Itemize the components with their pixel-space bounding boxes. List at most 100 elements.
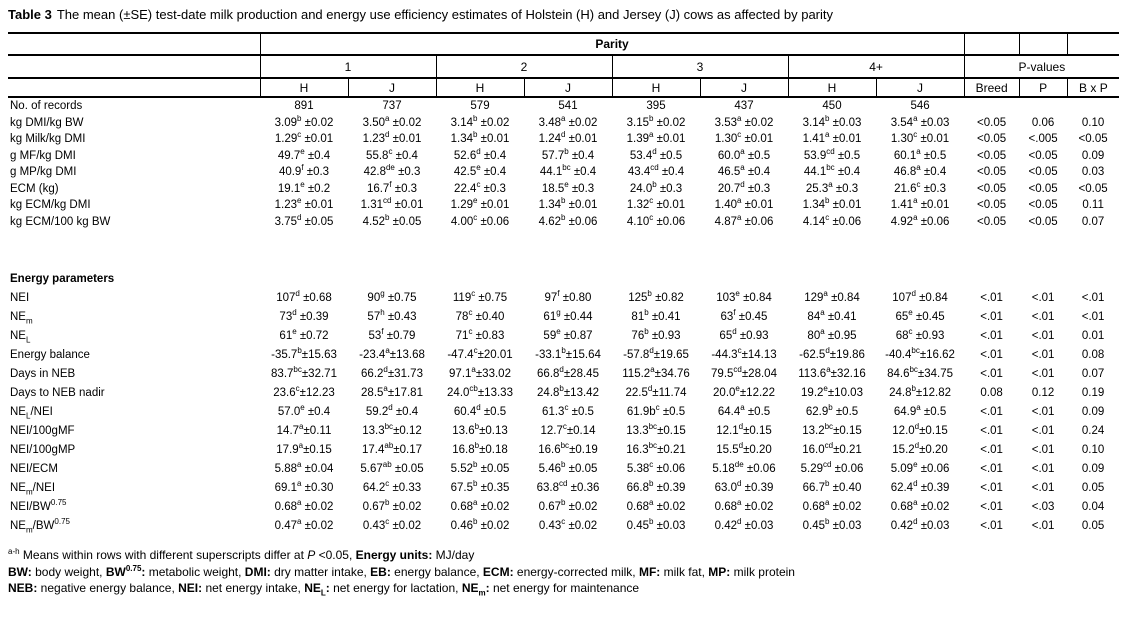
data-cell: 0.43c ±0.02 xyxy=(538,516,598,532)
data-cell: 3.54a ±0.03 xyxy=(890,114,950,129)
data-cell: 43.4cd ±0.4 xyxy=(627,164,685,179)
col-header: H xyxy=(611,78,700,98)
data-cell: 24.8b±13.42 xyxy=(537,383,599,399)
p-value-cell: <.01 xyxy=(980,519,1003,532)
data-cell: -40.4bc±16.62 xyxy=(885,345,955,361)
data-cell: 450 xyxy=(822,100,842,113)
table-row: Days in NEB 83.7bc±32.71 66.2d±31.73 97.1a±… xyxy=(8,364,1119,383)
empty-cell xyxy=(8,55,260,79)
footnotes: a-h Means within rows with different sup… xyxy=(8,547,1119,597)
p-value-cell: <.01 xyxy=(1031,367,1055,380)
data-cell: 69.1a ±0.30 xyxy=(274,478,334,494)
footnote-line: a-h Means within rows with different sup… xyxy=(8,547,475,563)
data-cell: 66.8b ±0.39 xyxy=(626,478,686,494)
data-cell: -57.8d±19.65 xyxy=(623,345,689,361)
data-cell: 18.5e ±0.3 xyxy=(541,180,595,195)
p-value-cell: 0.24 xyxy=(1081,424,1105,437)
table-row: g MP/kg DMI 40.9f ±0.3 42.8de ±0.3 42.5e ±0… xyxy=(8,164,1119,181)
data-cell: 44.1bc ±0.4 xyxy=(803,164,861,179)
data-cell: 1.29e ±0.01 xyxy=(450,197,510,212)
p-value-cell: <.01 xyxy=(1031,405,1055,418)
data-cell: 0.45b ±0.03 xyxy=(626,516,686,532)
data-cell: 0.45b ±0.03 xyxy=(802,516,862,532)
data-cell: 17.9a±0.15 xyxy=(276,440,332,456)
table-row: NEL/NEI 57.0e ±0.4 59.2d ±0.4 60.4d ±0.5 61.… xyxy=(8,402,1119,421)
p-value-cell: 0.09 xyxy=(1081,149,1105,162)
row-label: NEI/100gMP xyxy=(10,443,76,456)
data-cell: 0.68a ±0.02 xyxy=(714,497,774,513)
data-cell: 60.0a ±0.5 xyxy=(717,147,771,162)
empty-cell xyxy=(1066,33,1120,56)
data-cell: 12.0d±0.15 xyxy=(892,421,948,437)
p-value-cell: 0.11 xyxy=(1082,199,1104,212)
data-cell: 3.75d ±0.05 xyxy=(274,213,334,228)
data-cell: 16.7f ±0.3 xyxy=(366,180,418,195)
data-cell: 61g ±0.44 xyxy=(543,307,593,323)
data-cell: 62.9b ±0.5 xyxy=(805,402,859,418)
data-cell: 63.8cd ±0.36 xyxy=(536,478,600,494)
col-header: J xyxy=(347,78,436,98)
data-cell: 60.1a ±0.5 xyxy=(893,147,947,162)
row-label: Days to NEB nadir xyxy=(10,386,105,399)
data-cell: 66.7b ±0.40 xyxy=(802,478,862,494)
parity-group-4plus: 4+ xyxy=(787,55,965,79)
data-cell: 129a ±0.84 xyxy=(804,288,860,304)
row-label: NEI xyxy=(10,291,30,304)
data-cell: 3.48a ±0.02 xyxy=(538,114,598,129)
data-cell: 13.2bc±0.15 xyxy=(802,421,862,437)
section-heading: Energy parameters xyxy=(10,273,115,285)
data-cell: 97f ±0.80 xyxy=(544,288,592,304)
data-cell: 437 xyxy=(734,100,754,113)
table-row: NEm 73d ±0.39 57h ±0.43 78c ±0.40 61g ±0.44 8… xyxy=(8,307,1119,326)
p-value-cell: <.01 xyxy=(1031,329,1055,342)
p-values-group: P-values xyxy=(963,55,1120,79)
row-label: kg DMI/kg BW xyxy=(10,116,84,129)
data-cell: 4.92a ±0.06 xyxy=(890,213,950,228)
data-cell: 113.6a±32.16 xyxy=(798,364,866,380)
data-cell: 79.5cd±28.04 xyxy=(711,364,777,380)
data-cell: 1.31cd ±0.01 xyxy=(360,197,424,212)
table-row: kg Milk/kg DMI 1.29c ±0.01 1.23d ±0.01 1.34… xyxy=(8,131,1119,148)
data-cell: 16.8b±0.18 xyxy=(452,440,508,456)
data-cell: 83.7bc±32.71 xyxy=(271,364,337,380)
p-value-cell: <0.05 xyxy=(1078,133,1108,146)
data-cell: 1.39a ±0.01 xyxy=(626,131,686,146)
col-header-bxp: B x P xyxy=(1066,78,1120,98)
data-cell: 53f ±0.79 xyxy=(368,326,416,342)
p-value-cell: <0.05 xyxy=(1078,182,1108,195)
data-cell: 0.68a ±0.02 xyxy=(274,497,334,513)
data-cell: 22.5d±11.74 xyxy=(625,383,687,399)
p-value-cell: 0.10 xyxy=(1081,116,1105,129)
data-cell: 1.41a ±0.01 xyxy=(890,197,950,212)
p-value-cell: 0.19 xyxy=(1081,386,1105,399)
data-cell: 42.5e ±0.4 xyxy=(453,164,507,179)
data-cell: 5.52b ±0.05 xyxy=(450,459,510,475)
p-value-cell: <.01 xyxy=(1031,462,1055,475)
data-cell: -44.3c±14.13 xyxy=(711,345,777,361)
p-value-cell: <.01 xyxy=(1031,481,1055,494)
data-cell: 5.88a ±0.04 xyxy=(274,459,334,475)
p-value-cell: 0.01 xyxy=(1081,329,1105,342)
data-cell: 1.34b ±0.01 xyxy=(538,197,598,212)
data-cell: 65e ±0.45 xyxy=(895,307,945,323)
data-cell: 4.14c ±0.06 xyxy=(802,213,862,228)
data-cell: 15.5d±0.20 xyxy=(716,440,772,456)
footnote-line: NEB: negative energy balance, NEI: net e… xyxy=(8,581,640,598)
p-value-cell: <.01 xyxy=(1031,310,1055,323)
p-value-cell: 0.07 xyxy=(1081,215,1105,228)
p-value-cell: <.01 xyxy=(980,443,1003,456)
p-value-cell: 0.06 xyxy=(1031,116,1055,129)
data-cell: 1.29c ±0.01 xyxy=(274,131,334,146)
data-cell: 49.7e ±0.4 xyxy=(277,147,331,162)
data-cell: 4.00c ±0.06 xyxy=(450,213,510,228)
page: Table 3 The mean (±SE) test-date milk pro… xyxy=(8,7,1120,597)
p-value-cell: <.01 xyxy=(1031,424,1055,437)
table-row: kg ECM/100 kg BW 3.75d ±0.05 4.52b ±0.05 4.… xyxy=(8,214,1119,231)
p-value-cell: <.03 xyxy=(1031,500,1055,513)
data-cell: 0.46b ±0.02 xyxy=(450,516,510,532)
row-label: NEI/100gMF xyxy=(10,424,75,437)
table-row: NEI/ECM 5.88a ±0.04 5.67ab ±0.05 5.52b ±0.0… xyxy=(8,459,1119,478)
p-value-cell: <.005 xyxy=(1028,133,1058,146)
table-row: ECM (kg) 19.1e ±0.2 16.7f ±0.3 22.4c ±0.3 18… xyxy=(8,181,1119,198)
data-cell: 1.34b ±0.01 xyxy=(450,131,510,146)
